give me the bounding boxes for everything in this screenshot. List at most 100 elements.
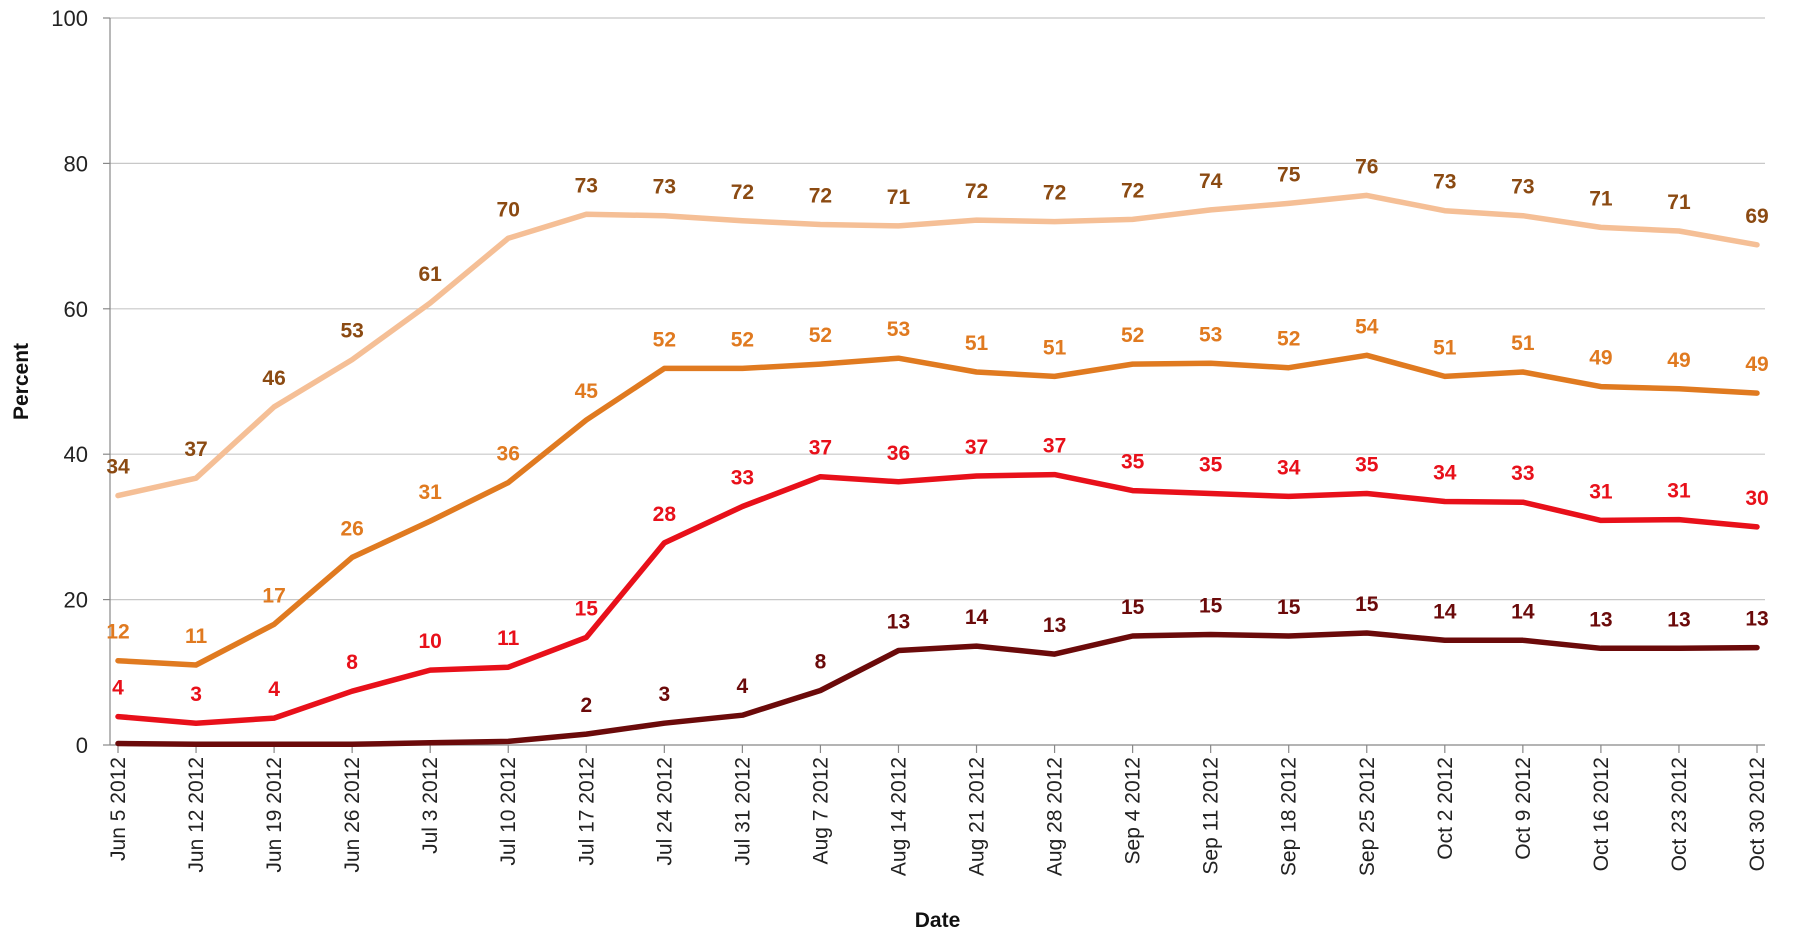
x-tick-label: Aug 28 2012	[1044, 757, 1067, 876]
data-label: 61	[419, 263, 443, 286]
data-label: 51	[965, 332, 989, 355]
x-tick-label: Sep 25 2012	[1356, 757, 1379, 876]
data-label: 52	[1277, 328, 1300, 351]
data-label: 3	[190, 683, 202, 706]
data-label: 4	[737, 675, 749, 698]
x-tick-label: Jul 24 2012	[653, 757, 676, 866]
data-label: 69	[1745, 205, 1768, 228]
data-label: 51	[1511, 332, 1535, 355]
data-label: 15	[1277, 596, 1301, 619]
data-label: 14	[965, 606, 989, 629]
data-label: 51	[1043, 336, 1067, 359]
series-line-1	[115, 192, 1760, 499]
data-label: 26	[340, 517, 363, 540]
data-label: 53	[887, 318, 910, 341]
data-label: 52	[653, 328, 676, 351]
data-label: 49	[1667, 349, 1690, 372]
data-label: 76	[1355, 155, 1378, 178]
x-tick-label: Jul 3 2012	[419, 757, 442, 854]
data-label: 13	[1589, 608, 1612, 631]
data-label: 34	[1433, 461, 1457, 484]
x-tick-label: Jun 12 2012	[185, 757, 208, 873]
data-label: 52	[1121, 324, 1144, 347]
data-label: 12	[106, 621, 129, 644]
data-label: 4	[112, 677, 124, 700]
data-label: 13	[1667, 608, 1690, 631]
data-label: 52	[731, 328, 754, 351]
data-label: 4	[268, 678, 280, 701]
data-label: 14	[1511, 600, 1535, 623]
data-label: 37	[184, 438, 207, 461]
data-label: 10	[419, 630, 442, 653]
data-label: 37	[1043, 435, 1066, 458]
data-label: 71	[1589, 187, 1613, 210]
x-tick-label: Sep 18 2012	[1278, 757, 1301, 876]
data-label: 72	[965, 180, 988, 203]
data-label: 53	[340, 320, 363, 343]
x-tick-label: Jun 19 2012	[263, 757, 286, 873]
series-lines	[115, 192, 1760, 748]
data-label: 13	[887, 610, 910, 633]
data-label: 53	[1199, 323, 1222, 346]
data-label: 17	[262, 584, 285, 607]
data-label: 35	[1199, 453, 1223, 476]
series-line-3	[115, 471, 1760, 726]
data-label: 28	[653, 503, 677, 526]
y-tick-label: 80	[64, 151, 88, 176]
data-label: 36	[497, 443, 520, 466]
x-tick-label: Jul 31 2012	[731, 757, 754, 866]
data-label: 37	[809, 437, 832, 460]
data-label: 14	[1433, 600, 1457, 623]
data-label: 70	[497, 198, 520, 221]
data-label: 72	[731, 181, 754, 204]
data-label: 51	[1433, 336, 1457, 359]
data-label: 73	[575, 174, 598, 197]
x-tick-label: Jul 10 2012	[497, 757, 520, 866]
data-label: 34	[106, 456, 130, 479]
data-label: 54	[1355, 315, 1379, 338]
data-label: 8	[815, 650, 827, 673]
x-tick-label: Jun 26 2012	[341, 757, 364, 873]
y-tick-label: 40	[64, 442, 88, 467]
data-label: 73	[653, 176, 676, 199]
data-label: 13	[1043, 614, 1066, 637]
data-label: 71	[887, 186, 911, 209]
data-label: 52	[809, 324, 832, 347]
x-tick-label: Jun 5 2012	[107, 757, 130, 861]
data-label: 71	[1667, 191, 1691, 214]
data-label: 74	[1199, 170, 1223, 193]
data-label: 49	[1745, 353, 1768, 376]
data-label: 45	[575, 380, 599, 403]
data-label: 8	[346, 651, 358, 674]
data-label: 15	[1199, 594, 1223, 617]
series-line-4	[115, 630, 1760, 748]
data-label: 15	[1355, 593, 1379, 616]
x-tick-label: Aug 21 2012	[966, 757, 989, 876]
y-tick-label: 0	[76, 733, 88, 758]
data-label: 31	[419, 481, 443, 504]
series-line-2	[115, 352, 1760, 668]
x-tick-label: Oct 23 2012	[1668, 757, 1691, 871]
x-tick-label: Oct 2 2012	[1434, 757, 1457, 860]
data-label: 34	[1277, 456, 1301, 479]
data-label: 2	[580, 694, 592, 717]
data-label: 35	[1355, 453, 1379, 476]
data-label: 30	[1745, 487, 1768, 510]
data-label: 36	[887, 442, 910, 465]
y-tick-label: 100	[51, 6, 88, 31]
data-label: 46	[262, 367, 285, 390]
x-tick-label: Aug 7 2012	[809, 757, 832, 864]
data-label: 3	[658, 683, 670, 706]
y-axis-title: Percent	[10, 343, 33, 420]
data-label: 15	[575, 597, 599, 620]
x-tick-label: Oct 9 2012	[1512, 757, 1535, 860]
x-tick-label: Sep 11 2012	[1200, 757, 1223, 875]
data-label: 33	[1511, 462, 1534, 485]
data-label: 11	[497, 627, 520, 650]
data-label: 35	[1121, 451, 1145, 474]
data-label: 11	[185, 625, 208, 648]
data-label: 72	[1121, 179, 1144, 202]
gridlines	[110, 17, 1765, 601]
